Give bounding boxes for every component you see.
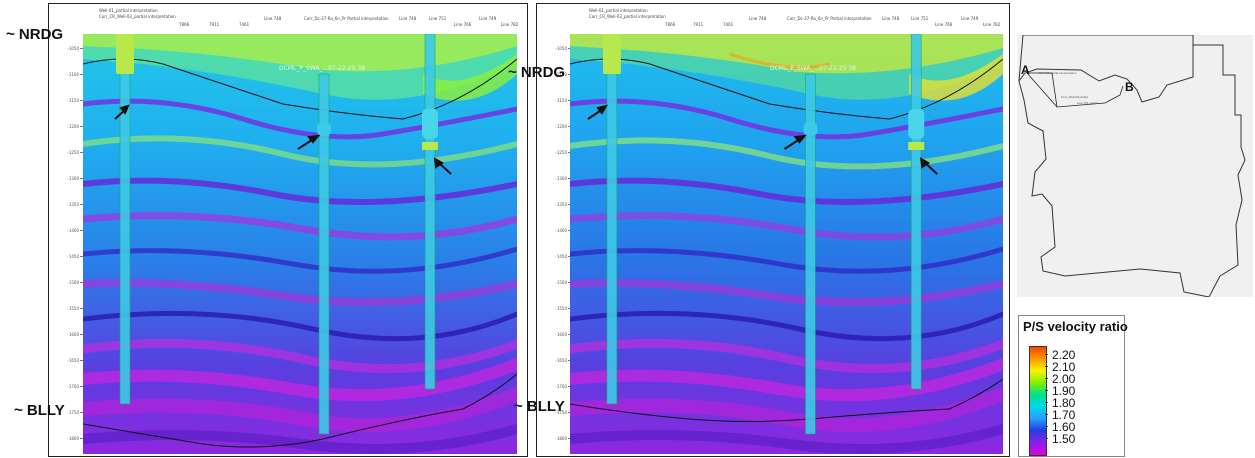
horizon-label-base: ~ BLLY (14, 402, 65, 419)
header-text: Line 751 (911, 16, 929, 21)
header-text: Corr_Dc-37-Ra_6n_Pr Partial interpretati… (787, 16, 872, 21)
header-text: Line 751 (429, 16, 447, 21)
depth-tick: -1200 (67, 124, 83, 129)
horizon-label-base: ~ BLLY (514, 398, 565, 415)
legend-tick: 1.90 (1044, 384, 1076, 398)
legend-tick: 1.60 (1044, 420, 1076, 434)
section-title: DCML_P_SWA_...07-22-25 38 (279, 65, 365, 72)
section-header: Well-01_partial interpretation Corr_CR_W… (49, 4, 527, 34)
depth-tick: -1050 (555, 46, 571, 51)
map-point-a: A (1021, 63, 1030, 77)
header-text: Line 748 (264, 16, 282, 21)
depth-tick: -1700 (555, 384, 571, 389)
legend-tick: 2.10 (1044, 360, 1076, 374)
depth-tick: -1600 (67, 332, 83, 337)
depth-tick: -1050 (67, 46, 83, 51)
header-text: 7911 (209, 22, 220, 27)
legend-tick: 2.00 (1044, 372, 1076, 386)
legend-tick-label: 2.00 (1052, 372, 1076, 386)
depth-tick: -1650 (555, 358, 571, 363)
header-text: Line 782 (501, 22, 519, 27)
header-text: Line 748 (749, 16, 767, 21)
depth-tick: -1150 (555, 98, 571, 103)
legend-tick-label: 2.20 (1052, 348, 1076, 362)
header-text: Line 782 (983, 22, 1001, 27)
depth-axis: -1050 -1100 -1150 -1200 -1250 -1300 -135… (49, 34, 83, 454)
horizon-label-top: ~ NRDG (6, 26, 64, 43)
header-text: 7866 (665, 22, 676, 27)
depth-tick: -1500 (67, 280, 83, 285)
legend-tick-label: 1.80 (1052, 396, 1076, 410)
legend-tick: 1.80 (1044, 396, 1076, 410)
header-text: Well-01_partial interpretation (99, 8, 158, 13)
header-text: 7461 (239, 22, 250, 27)
depth-tick: -1400 (67, 228, 83, 233)
depth-tick: -1650 (67, 358, 83, 363)
depth-tick: -1500 (555, 280, 571, 285)
legend-tick-label: 1.60 (1052, 420, 1076, 434)
legend-tick: 1.50 (1044, 432, 1076, 446)
header-text: Corr_CR_Well-03_partial interpretation (589, 14, 666, 19)
header-text: Line 748 (882, 16, 900, 21)
legend-tick: 2.20 (1044, 348, 1076, 362)
seismic-panel-right: Well-01_partial interpretation Corr_CR_W… (536, 3, 1010, 457)
depth-tick: -1250 (555, 150, 571, 155)
map-point-b: B (1125, 80, 1134, 94)
depth-tick: -1550 (67, 306, 83, 311)
depth-tick: -1550 (555, 306, 571, 311)
depth-tick: -1450 (67, 254, 83, 259)
depth-tick: -1300 (67, 176, 83, 181)
color-legend: P/S velocity ratio 2.20 2.10 2.00 1.90 1… (1018, 315, 1128, 457)
legend-title: P/S velocity ratio (1023, 319, 1128, 334)
horizon-label-top: ~ NRDG (508, 64, 566, 81)
header-text: Corr_Dc-37-Ra_6n_Pr Partial interpretati… (304, 16, 389, 21)
legend-tick: 1.70 (1044, 408, 1076, 422)
legend-tick-label: 1.50 (1052, 432, 1076, 446)
header-text: Line 749 (961, 16, 979, 21)
survey-outline-map (1018, 35, 1246, 297)
header-text: Line 766 (935, 22, 953, 27)
section-title: DCML_P_SWA_...07-22-25 38 (770, 65, 856, 72)
legend-tick-label: 1.70 (1052, 408, 1076, 422)
header-text: 7911 (693, 22, 704, 27)
seismic-section: DCML_P_SWA_...07-22-25 38 (570, 34, 1003, 454)
depth-tick: -1300 (555, 176, 571, 181)
depth-tick: -1250 (67, 150, 83, 155)
location-map: A B Well-01 partial interpretation Corr_… (1017, 35, 1253, 297)
header-text: Corr_CR_Well-03_partial interpretation (99, 14, 176, 19)
depth-tick: -1350 (555, 202, 571, 207)
depth-tick: -1750 (67, 410, 83, 415)
depth-tick: -1800 (555, 436, 571, 441)
depth-tick: -1400 (555, 228, 571, 233)
legend-tick-label: 2.10 (1052, 360, 1076, 374)
depth-tick: -1600 (555, 332, 571, 337)
section-header: Well-01_partial interpretation Corr_CR_W… (537, 4, 1009, 34)
header-text: Line 748 (399, 16, 417, 21)
seismic-image (570, 34, 1003, 454)
map-label: Line 751 partial (1077, 101, 1098, 105)
depth-tick: -1350 (67, 202, 83, 207)
map-label: Corr_Well-03 partial (1061, 95, 1088, 99)
depth-tick: -1150 (67, 98, 83, 103)
depth-tick: -1100 (67, 72, 83, 77)
depth-tick: -1100 (555, 72, 571, 77)
header-text: Well-01_partial interpretation (589, 8, 648, 13)
seismic-image (83, 34, 517, 454)
seismic-panel-left: Well-01_partial interpretation Corr_CR_W… (48, 3, 528, 457)
legend-tick-label: 1.90 (1052, 384, 1076, 398)
colorbar (1029, 346, 1047, 456)
map-label: Well-01 partial interpretation (1039, 71, 1077, 75)
header-text: 7461 (723, 22, 734, 27)
depth-axis: -1050 -1100 -1150 -1200 -1250 -1300 -135… (537, 34, 571, 454)
header-text: Line 766 (454, 22, 472, 27)
depth-tick: -1450 (555, 254, 571, 259)
header-text: 7866 (179, 22, 190, 27)
depth-tick: -1700 (67, 384, 83, 389)
seismic-section: DCML_P_SWA_...07-22-25 38 (83, 34, 517, 454)
depth-tick: -1200 (555, 124, 571, 129)
depth-tick: -1800 (67, 436, 83, 441)
header-text: Line 749 (479, 16, 497, 21)
